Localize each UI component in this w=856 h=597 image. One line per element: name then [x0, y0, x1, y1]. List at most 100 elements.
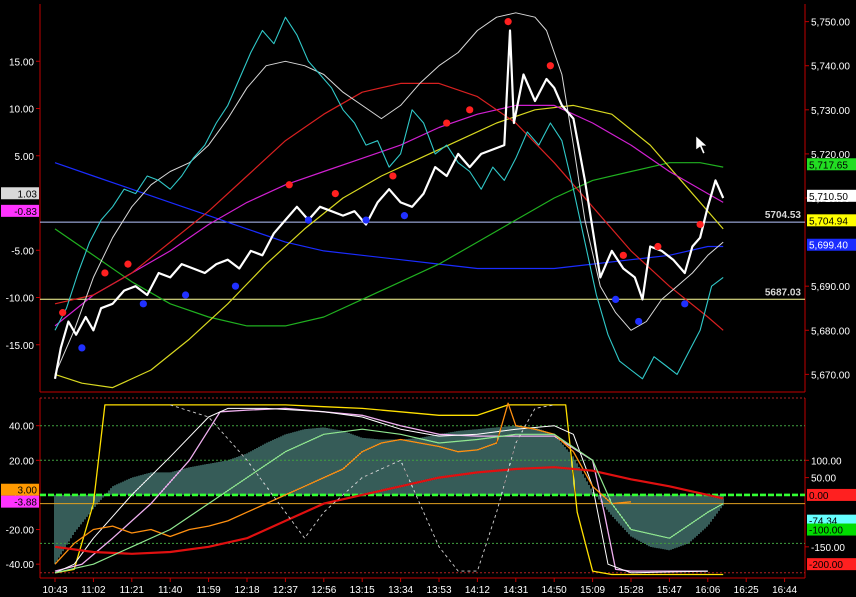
price-left-tick-label: -15.00 — [6, 341, 35, 352]
signal-dot — [331, 189, 339, 198]
signal-dot — [101, 269, 109, 277]
osc-right-badge: -74.34 — [809, 517, 838, 528]
time-tick-label: 10:43 — [42, 585, 67, 596]
price-right-tick-label: 5,690.00 — [811, 282, 850, 293]
price-left-tick-label: 15.00 — [9, 57, 34, 68]
time-tick-label: 14:50 — [542, 585, 567, 596]
signal-dot — [285, 181, 293, 189]
signal-dot — [181, 291, 190, 299]
signal-dot — [443, 119, 451, 127]
osc-series-line — [54, 404, 724, 576]
price-series-line — [54, 16, 724, 380]
price-left-badge: 1.03 — [18, 189, 38, 200]
time-tick-label: 11:59 — [196, 585, 221, 596]
signal-dot — [231, 282, 240, 290]
time-tick-label: 12:18 — [234, 585, 259, 596]
price-right-badge: 5,704.94 — [809, 216, 848, 227]
price-series-line — [54, 162, 724, 270]
signal-dot — [612, 295, 620, 304]
price-series-line — [54, 104, 724, 389]
osc-right-badge-bg — [807, 488, 856, 501]
price-level-label: 5687.03 — [765, 287, 802, 298]
price-right-tick-label: 5,680.00 — [811, 326, 850, 337]
osc-series-line — [54, 407, 708, 572]
price-level-label: 5704.53 — [765, 210, 802, 221]
signal-dot — [78, 344, 86, 352]
price-left-tick-label: 5.00 — [15, 152, 35, 163]
price-right-badge-bg — [807, 158, 856, 171]
osc-right-badge-bg — [807, 558, 856, 571]
price-right-tick-label: 5,720.00 — [811, 150, 850, 161]
price-right-badge-bg — [807, 214, 856, 227]
signal-dot — [59, 309, 67, 317]
osc-series-line — [54, 428, 724, 574]
time-tick-label: 15:28 — [618, 585, 643, 596]
osc-right-tick-label: 100.00 — [811, 456, 842, 467]
time-tick-label: 16:06 — [695, 585, 720, 596]
time-tick-label: 11:40 — [158, 585, 183, 596]
osc-left-tick-label: 20.00 — [9, 456, 34, 467]
time-tick-label: 14:12 — [465, 585, 490, 596]
osc-series-line — [54, 407, 708, 574]
time-tick-label: 12:37 — [273, 585, 298, 596]
price-panel: 15.00 10.00 5.00 -5.00 -10.00 -15.00 5,750.00 5… — [1, 4, 856, 393]
signal-dot — [389, 172, 397, 180]
osc-left-tick-label: -20.00 — [6, 526, 35, 537]
signal-dot — [546, 62, 554, 70]
osc-right-badge: -200.00 — [809, 560, 843, 571]
price-left-badge: -0.83 — [14, 207, 37, 218]
osc-right-badge: -100.00 — [809, 526, 843, 537]
price-right-tick-label: 5,750.00 — [811, 18, 850, 29]
time-tick-label: 13:15 — [350, 585, 375, 596]
signal-dot — [681, 300, 689, 308]
signal-dot — [504, 18, 512, 26]
oscillator-panel: 40.00 20.00 0.00 -20.00 -40.00 100.00 50.00 -15… — [1, 397, 856, 579]
time-tick-label: 11:21 — [120, 585, 145, 596]
osc-left-badge: 3.00 — [18, 486, 38, 497]
time-tick-label: 13:53 — [426, 585, 451, 596]
osc-left-badge-bg — [1, 495, 39, 508]
price-right-badge: 5,699.40 — [809, 241, 848, 252]
price-series-line — [54, 82, 724, 331]
signal-dot — [619, 251, 627, 259]
time-tick-label: 15:09 — [580, 585, 605, 596]
price-right-tick-label: 5,730.00 — [811, 106, 850, 117]
osc-left-badge-bg — [1, 483, 39, 496]
price-right-tick-label: 5,740.00 — [811, 62, 850, 73]
osc-series-line — [54, 466, 724, 555]
osc-series-line — [54, 402, 632, 565]
time-tick-label: 16:44 — [772, 585, 797, 596]
price-series-line — [53, 29, 725, 380]
osc-right-tick-label: -150.00 — [811, 543, 845, 554]
signal-dot — [304, 216, 313, 224]
time-tick-label: 16:25 — [734, 585, 759, 596]
price-left-tick-label: -5.00 — [11, 246, 34, 257]
time-tick-label: 11:02 — [81, 585, 106, 596]
osc-right-badge: 0.00 — [809, 491, 829, 502]
time-tick-label: 15:47 — [657, 585, 682, 596]
osc-left-badge: -3.88 — [14, 498, 37, 509]
signal-dot — [696, 220, 704, 229]
time-tick-label: 14:31 — [503, 585, 528, 596]
price-right-badge-bg — [807, 189, 856, 202]
signal-dot — [400, 212, 409, 220]
price-right-badge-bg — [807, 238, 856, 251]
price-left-badge-bg — [1, 204, 39, 217]
signal-dot — [362, 216, 370, 224]
price-series-line — [54, 162, 724, 327]
mouse-cursor-icon — [695, 135, 708, 155]
price-right-badge: 5,710.50 — [809, 192, 848, 203]
osc-left-tick-label: -40.00 — [6, 560, 35, 571]
osc-right-badge-bg — [807, 523, 856, 536]
time-tick-label: 12:56 — [311, 585, 336, 596]
price-left-tick-label: 10.00 — [9, 105, 34, 116]
time-axis: 10:43 11:02 11:21 11:40 11:59 12:18 12:37 12:56… — [42, 578, 798, 596]
price-right-tick-label: 5,670.00 — [811, 370, 850, 381]
price-series-line — [54, 12, 724, 375]
signal-dot — [124, 260, 132, 268]
price-left-tick-label: -10.00 — [6, 294, 35, 305]
time-tick-label: 13:34 — [388, 585, 413, 596]
signal-dot — [635, 317, 643, 326]
price-left-badge-bg — [1, 187, 39, 200]
